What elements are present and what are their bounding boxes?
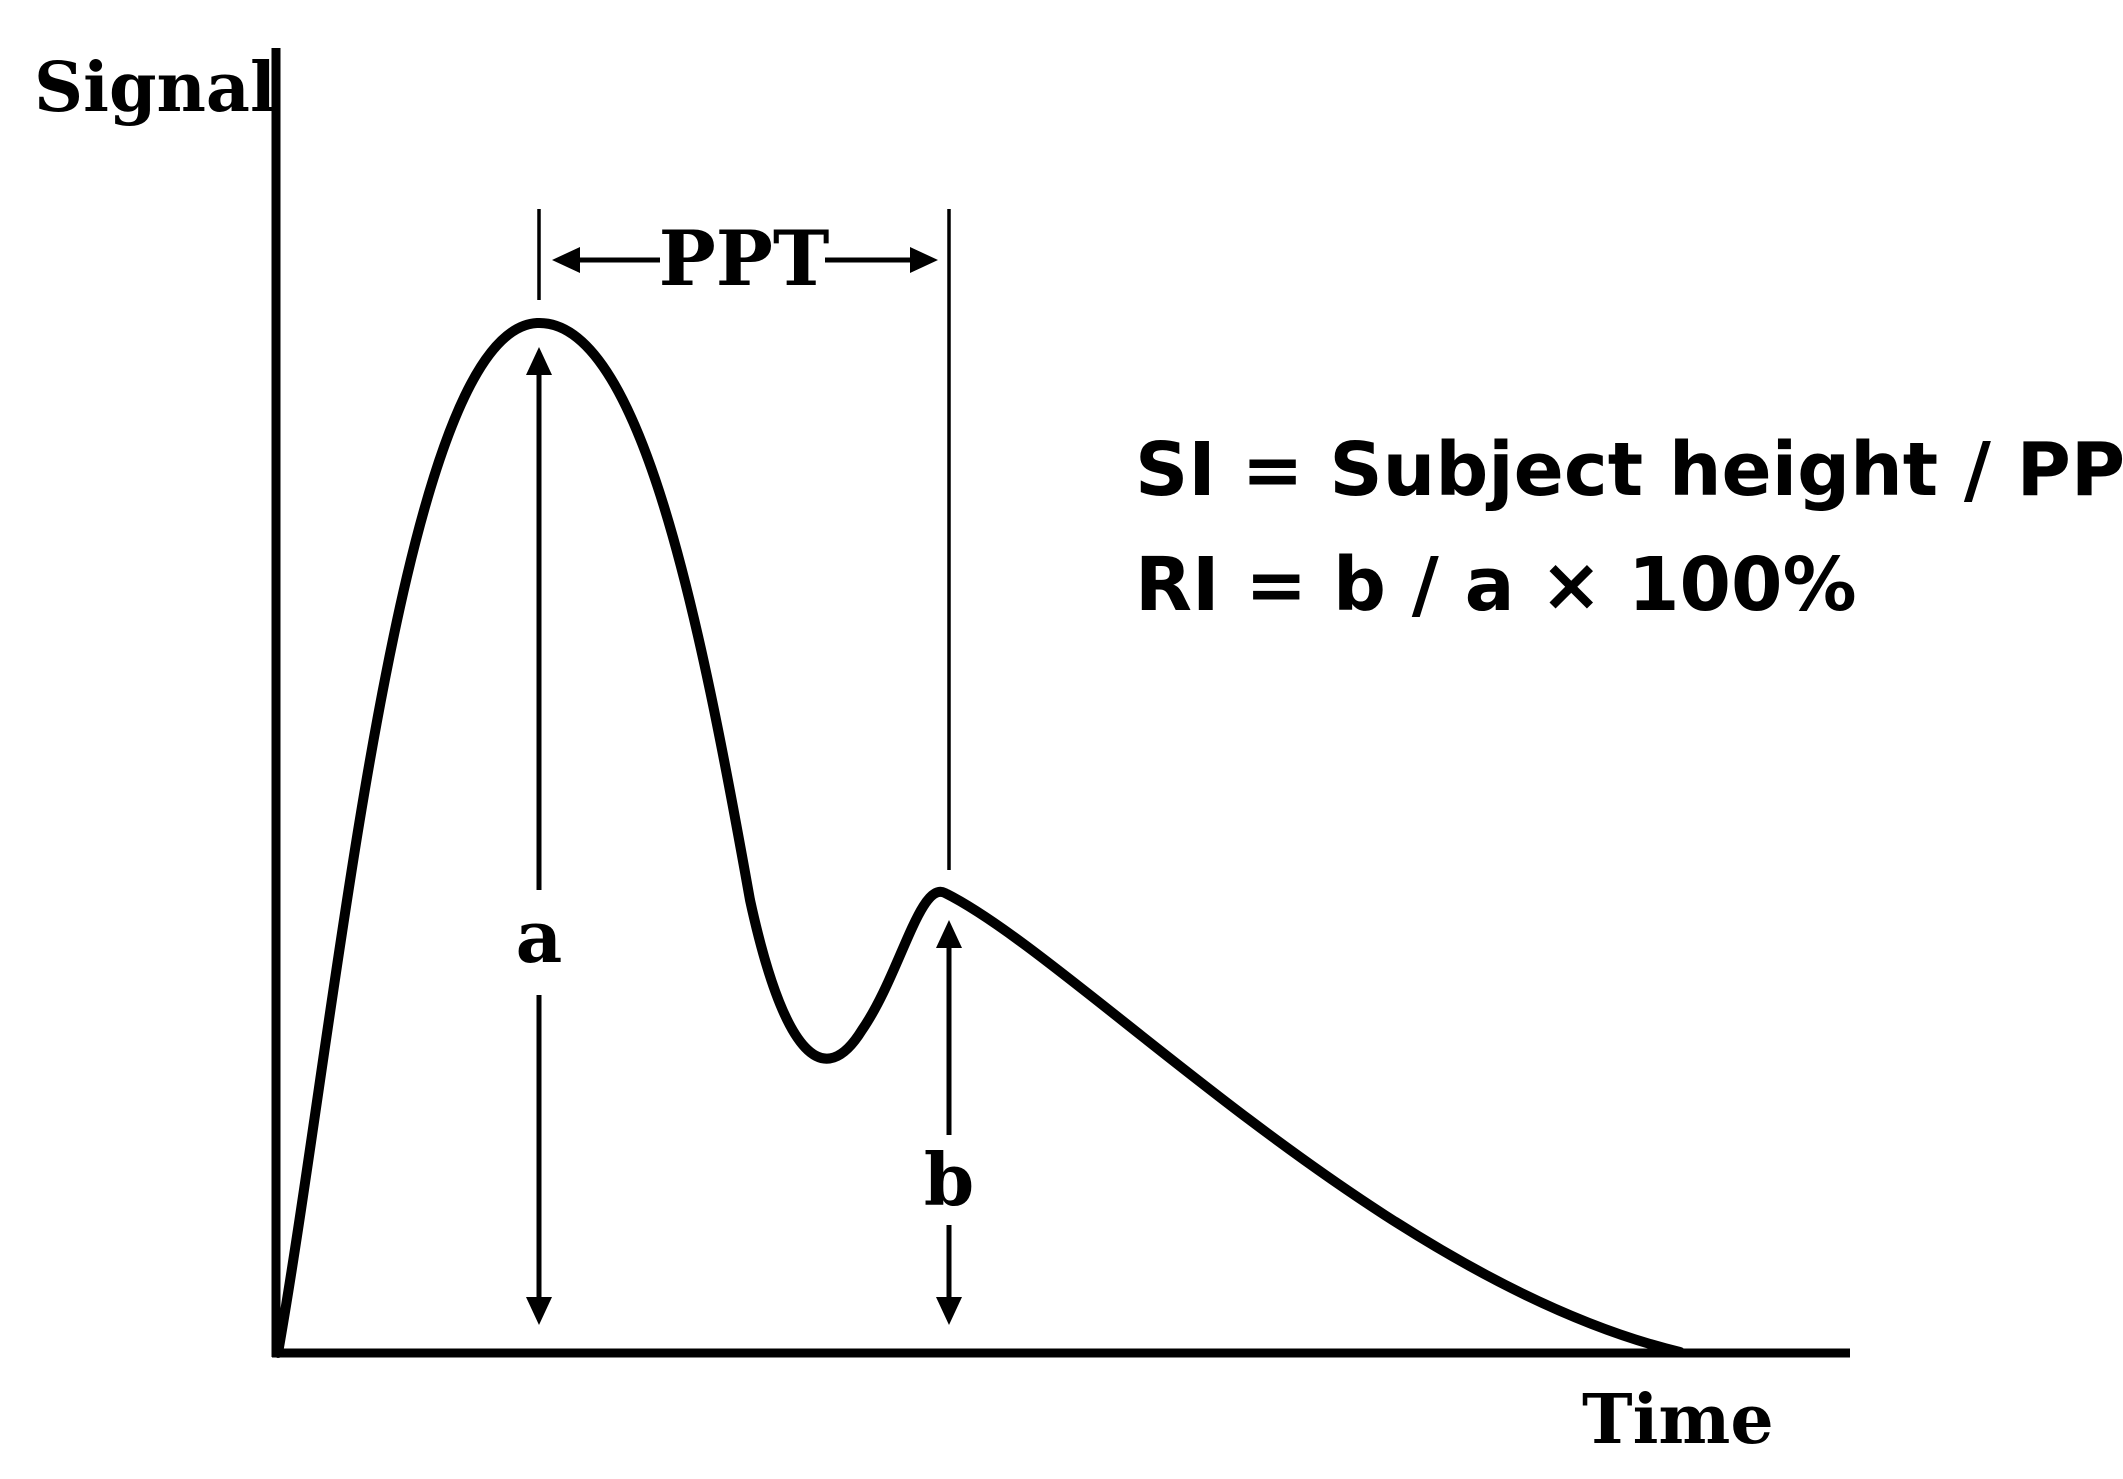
si-formula: SI = Subject height / PPT xyxy=(1135,427,2123,513)
a-arrow-top-head xyxy=(526,347,552,375)
b-label: b xyxy=(924,1137,974,1222)
b-arrow-top-head xyxy=(936,920,962,948)
ri-formula: RI = b / a × 100% xyxy=(1135,542,1857,628)
y-axis-label: Signal xyxy=(34,48,276,128)
a-arrow-bottom-head xyxy=(526,1297,552,1325)
a-label: a xyxy=(516,894,563,979)
ppt-label: PPT xyxy=(659,214,830,303)
x-axis-label: Time xyxy=(1582,1380,1774,1460)
ppt-arrow-right-head xyxy=(910,247,938,273)
waveform-curve xyxy=(273,317,1685,1358)
ppt-arrow-left-head xyxy=(552,247,580,273)
b-arrow-bottom-head xyxy=(936,1297,962,1325)
